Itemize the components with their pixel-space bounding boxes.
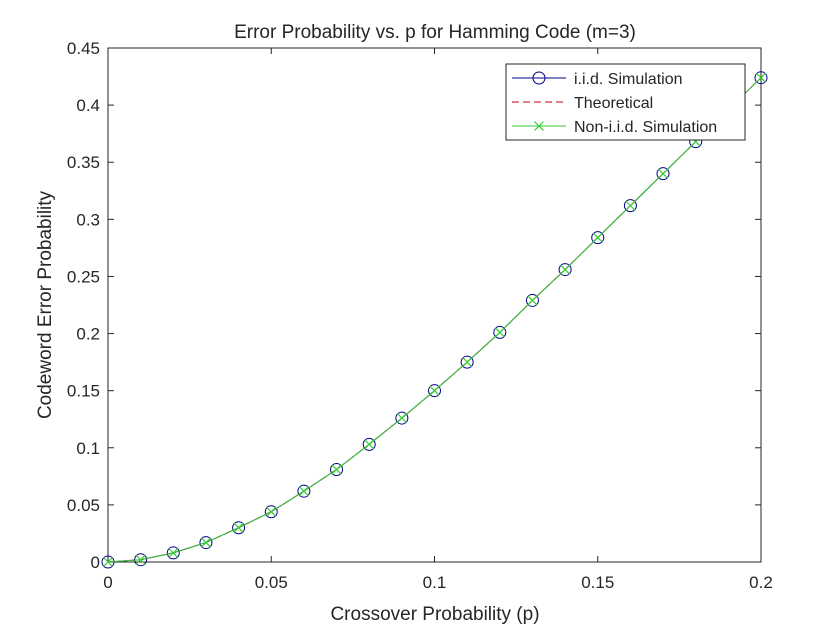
y-tick-label: 0.05 (67, 496, 100, 515)
legend: i.i.d. Simulation Theoretical Non-i.i.d. S… (505, 63, 746, 141)
data-point (298, 486, 309, 497)
x-tick-label: 0.15 (581, 573, 614, 592)
data-point (266, 506, 277, 517)
x-axis-label: Crossover Probability (p) (330, 604, 539, 625)
y-axis-label: Codeword Error Probability (35, 190, 56, 419)
data-point (103, 557, 113, 567)
data-point (525, 293, 539, 307)
data-point (166, 546, 180, 560)
data-point (362, 437, 376, 451)
data-point (592, 232, 603, 243)
data-point (558, 263, 572, 277)
x-tick-label: 0.05 (255, 573, 288, 592)
data-point (560, 264, 571, 275)
data-point (462, 357, 473, 368)
data-point (233, 522, 244, 533)
legend-entry: Theoretical (512, 95, 653, 112)
data-point (232, 521, 246, 535)
y-tick-label: 0.2 (76, 325, 100, 344)
y-tick-label: 0.3 (76, 210, 100, 229)
data-point (396, 413, 407, 424)
data-point (494, 327, 505, 338)
data-point (297, 484, 311, 498)
legend-label: i.i.d. Simulation (574, 71, 683, 88)
y-tick-label: 0.15 (67, 382, 100, 401)
legend-label: Non-i.i.d. Simulation (574, 119, 717, 136)
y-tick-label: 0.35 (67, 153, 100, 172)
data-point (199, 536, 213, 550)
data-point (201, 537, 211, 548)
y-tick-label: 0 (91, 553, 100, 572)
data-point (429, 385, 440, 396)
legend-entry: Non-i.i.d. Simulation (512, 119, 717, 136)
y-tick-label: 0.45 (67, 39, 100, 58)
legend-entry: i.i.d. Simulation (512, 71, 683, 88)
legend-label: Theoretical (574, 95, 653, 112)
data-point (330, 462, 344, 476)
x-tick-label: 0 (103, 573, 112, 592)
x-tick-label: 0.2 (749, 573, 773, 592)
chart-title: Error Probability vs. p for Hamming Code… (234, 22, 636, 43)
y-axis: 0 0.05 0.1 0.15 0.2 0.25 0.3 0.35 0.4 0.45 (67, 39, 761, 572)
data-point (754, 71, 768, 85)
y-tick-label: 0.1 (76, 439, 100, 458)
data-point (135, 554, 146, 565)
data-point (591, 231, 605, 245)
data-point (625, 200, 636, 211)
data-point (658, 168, 668, 179)
data-point (168, 547, 179, 558)
legend-marker (534, 121, 544, 131)
data-point (264, 505, 278, 519)
legend-marker (532, 71, 546, 85)
data-point (364, 439, 375, 450)
data-point (656, 167, 670, 181)
data-point (493, 325, 507, 339)
data-point (756, 72, 766, 83)
data-point (527, 295, 538, 306)
data-point (460, 355, 474, 369)
data-point (623, 199, 637, 213)
x-tick-label: 0.1 (423, 573, 447, 592)
x-axis: 0 0.05 0.1 0.15 0.2 (103, 48, 773, 592)
y-tick-label: 0.25 (67, 267, 100, 286)
data-point (428, 384, 441, 398)
series-2 (103, 72, 766, 567)
data-point (331, 464, 342, 475)
y-tick-label: 0.4 (76, 96, 100, 115)
data-point (395, 411, 409, 425)
series-layer (101, 71, 768, 569)
